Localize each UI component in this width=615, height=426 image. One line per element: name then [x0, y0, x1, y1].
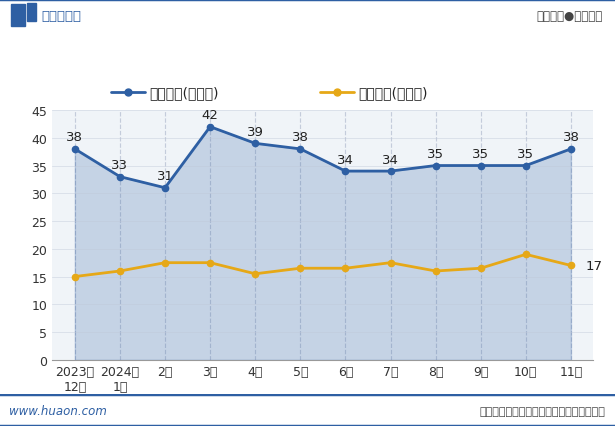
- Text: 华经情报网: 华经情报网: [42, 9, 82, 23]
- Text: 17: 17: [585, 259, 602, 272]
- Bar: [11, 5, 25, 27]
- Text: 34: 34: [382, 153, 399, 166]
- Text: www.huaon.com: www.huaon.com: [9, 404, 107, 417]
- Text: 33: 33: [111, 159, 129, 172]
- Text: 34: 34: [337, 153, 354, 166]
- Text: 35: 35: [427, 148, 444, 161]
- Text: 38: 38: [292, 131, 309, 144]
- Text: 出口总额(亿美元): 出口总额(亿美元): [149, 86, 219, 100]
- Text: 31: 31: [157, 170, 173, 183]
- Text: 38: 38: [563, 131, 579, 144]
- Text: 35: 35: [472, 148, 489, 161]
- Text: 专业严谨●客观科学: 专业严谨●客观科学: [536, 9, 603, 23]
- Text: 38: 38: [66, 131, 83, 144]
- Text: 进口总额(亿美元): 进口总额(亿美元): [359, 86, 428, 100]
- Text: 42: 42: [202, 109, 218, 122]
- Text: 2023-2024年陕西省商品收发货人所在地进、出口额: 2023-2024年陕西省商品收发货人所在地进、出口额: [133, 44, 482, 64]
- Bar: [27, 4, 36, 22]
- Text: 35: 35: [517, 148, 534, 161]
- Text: 39: 39: [247, 126, 264, 138]
- Text: 数据来源：中国海关，华经产业研究院整理: 数据来源：中国海关，华经产业研究院整理: [480, 406, 606, 416]
